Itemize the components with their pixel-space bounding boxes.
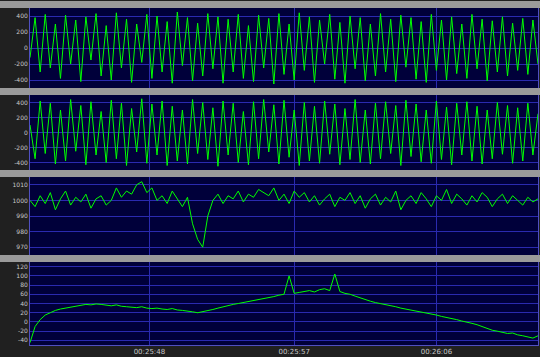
- svg-text:00:25:57: 00:25:57: [278, 348, 309, 356]
- svg-text:0: 0: [24, 44, 28, 51]
- svg-text:970: 970: [16, 243, 28, 250]
- svg-text:0: 0: [24, 318, 28, 325]
- svg-text:00:25:48: 00:25:48: [134, 348, 165, 356]
- svg-text:990: 990: [16, 212, 28, 219]
- svg-text:60: 60: [20, 290, 28, 297]
- svg-text:980: 980: [16, 228, 28, 235]
- svg-text:-400: -400: [14, 159, 28, 166]
- svg-text:-400: -400: [14, 76, 28, 83]
- svg-text:120: 120: [16, 263, 28, 270]
- svg-text:-200: -200: [14, 60, 28, 67]
- svg-text:80: 80: [20, 281, 28, 288]
- svg-text:-40: -40: [18, 336, 28, 343]
- svg-text:0: 0: [24, 129, 28, 136]
- svg-text:00:26:06: 00:26:06: [421, 348, 453, 356]
- svg-text:40: 40: [20, 300, 28, 307]
- svg-text:400: 400: [16, 12, 28, 19]
- svg-text:1000: 1000: [13, 197, 28, 204]
- svg-text:200: 200: [16, 28, 28, 35]
- svg-text:400: 400: [16, 99, 28, 106]
- svg-text:1010: 1010: [13, 181, 28, 188]
- svg-text:100: 100: [16, 272, 28, 279]
- svg-text:-200: -200: [14, 144, 28, 151]
- svg-text:-20: -20: [18, 327, 28, 334]
- svg-text:200: 200: [16, 114, 28, 121]
- svg-text:20: 20: [20, 309, 28, 316]
